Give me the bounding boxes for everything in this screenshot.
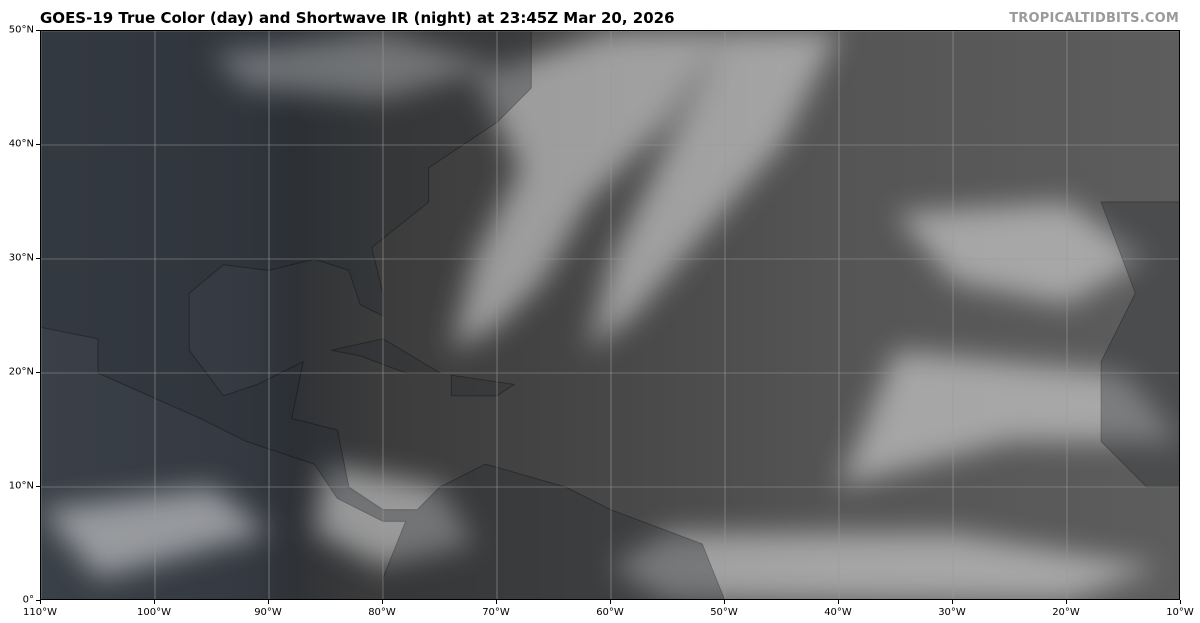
y-tick-label: 40°N bbox=[8, 138, 34, 150]
cloud-area bbox=[611, 532, 1159, 599]
x-tick-label: 20°W bbox=[1052, 607, 1080, 618]
x-tick-label: 80°W bbox=[368, 607, 396, 618]
x-tick-mark bbox=[154, 600, 155, 604]
x-tick-label: 70°W bbox=[482, 607, 510, 618]
satellite-imagery bbox=[41, 31, 1179, 599]
x-tick-label: 10°W bbox=[1166, 607, 1194, 618]
cloud-area bbox=[451, 31, 725, 351]
landmass-outline bbox=[331, 338, 442, 374]
x-tick-label: 90°W bbox=[254, 607, 282, 618]
y-tick-mark bbox=[36, 372, 40, 373]
x-tick-label: 110°W bbox=[23, 607, 57, 618]
x-tick-mark bbox=[40, 600, 41, 604]
landmass-outline bbox=[1100, 201, 1179, 488]
landmass-outline bbox=[41, 31, 725, 599]
watermark: TROPICALTIDBITS.COM bbox=[1009, 11, 1179, 26]
x-tick-label: 40°W bbox=[824, 607, 852, 618]
cloud-area bbox=[588, 31, 839, 351]
satellite-map bbox=[40, 30, 1180, 600]
y-tick-mark bbox=[36, 144, 40, 145]
x-tick-mark bbox=[496, 600, 497, 604]
x-tick-mark bbox=[838, 600, 839, 604]
x-tick-label: 50°W bbox=[710, 607, 738, 618]
y-tick-label: 0° bbox=[22, 594, 34, 606]
map-title: GOES-19 True Color (day) and Shortwave I… bbox=[40, 9, 675, 27]
x-tick-mark bbox=[952, 600, 953, 604]
x-tick-label: 100°W bbox=[137, 607, 171, 618]
y-tick-mark bbox=[36, 486, 40, 487]
y-tick-mark bbox=[36, 30, 40, 31]
cloud-area bbox=[896, 202, 1147, 305]
y-tick-label: 20°N bbox=[8, 366, 34, 378]
x-tick-mark bbox=[268, 600, 269, 604]
x-tick-label: 60°W bbox=[596, 607, 624, 618]
x-tick-label: 30°W bbox=[938, 607, 966, 618]
x-tick-mark bbox=[610, 600, 611, 604]
cloud-area bbox=[212, 31, 497, 100]
x-tick-mark bbox=[724, 600, 725, 604]
cloud-area bbox=[839, 350, 1179, 487]
y-tick-label: 10°N bbox=[8, 480, 34, 492]
cloud-area bbox=[314, 464, 475, 567]
y-tick-label: 50°N bbox=[8, 24, 34, 36]
y-tick-label: 30°N bbox=[8, 252, 34, 264]
landmass-outline bbox=[450, 374, 516, 397]
y-tick-mark bbox=[36, 600, 40, 601]
x-tick-mark bbox=[1066, 600, 1067, 604]
x-tick-mark bbox=[382, 600, 383, 604]
x-tick-mark bbox=[1180, 600, 1181, 604]
y-tick-mark bbox=[36, 258, 40, 259]
